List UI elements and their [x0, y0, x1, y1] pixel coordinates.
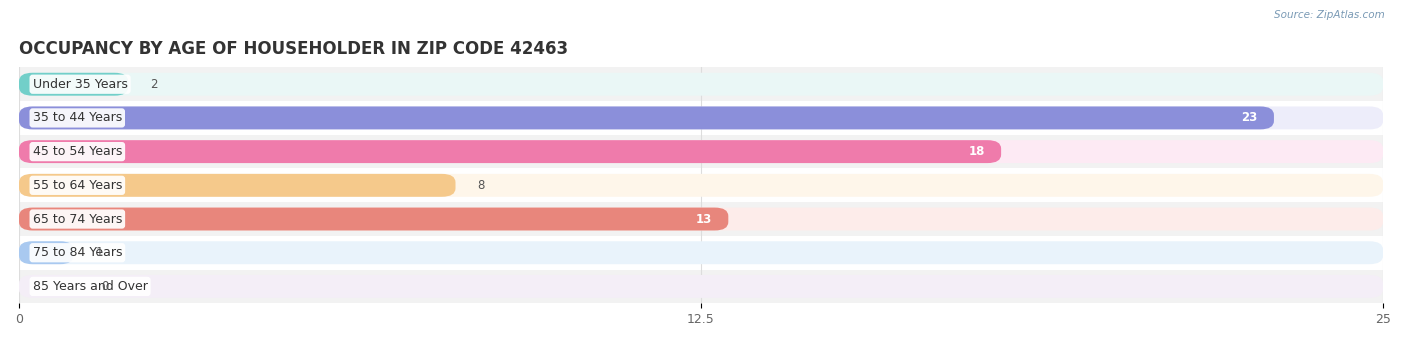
Text: 18: 18 [969, 145, 984, 158]
Text: 75 to 84 Years: 75 to 84 Years [32, 246, 122, 259]
FancyBboxPatch shape [20, 208, 1384, 231]
Text: OCCUPANCY BY AGE OF HOUSEHOLDER IN ZIP CODE 42463: OCCUPANCY BY AGE OF HOUSEHOLDER IN ZIP C… [20, 40, 568, 58]
Text: 0: 0 [101, 280, 108, 293]
Text: 8: 8 [477, 179, 485, 192]
FancyBboxPatch shape [20, 174, 456, 197]
FancyBboxPatch shape [20, 106, 1384, 129]
Text: Source: ZipAtlas.com: Source: ZipAtlas.com [1274, 10, 1385, 20]
FancyBboxPatch shape [20, 270, 1384, 303]
Text: 2: 2 [150, 78, 157, 91]
Text: 13: 13 [696, 212, 711, 225]
Text: Under 35 Years: Under 35 Years [32, 78, 128, 91]
FancyBboxPatch shape [20, 140, 1001, 163]
FancyBboxPatch shape [20, 174, 1384, 197]
Text: 45 to 54 Years: 45 to 54 Years [32, 145, 122, 158]
FancyBboxPatch shape [20, 135, 1384, 168]
Text: 35 to 44 Years: 35 to 44 Years [32, 112, 122, 124]
FancyBboxPatch shape [20, 73, 1384, 96]
FancyBboxPatch shape [20, 208, 728, 231]
FancyBboxPatch shape [20, 202, 1384, 236]
FancyBboxPatch shape [20, 168, 1384, 202]
FancyBboxPatch shape [20, 101, 1384, 135]
FancyBboxPatch shape [20, 241, 73, 264]
FancyBboxPatch shape [20, 106, 1274, 129]
FancyBboxPatch shape [20, 68, 1384, 101]
Text: 65 to 74 Years: 65 to 74 Years [32, 212, 122, 225]
FancyBboxPatch shape [20, 241, 1384, 264]
Text: 55 to 64 Years: 55 to 64 Years [32, 179, 122, 192]
FancyBboxPatch shape [20, 275, 1384, 298]
FancyBboxPatch shape [20, 140, 1384, 163]
Text: 85 Years and Over: 85 Years and Over [32, 280, 148, 293]
FancyBboxPatch shape [20, 236, 1384, 270]
Text: 23: 23 [1241, 112, 1257, 124]
FancyBboxPatch shape [20, 73, 128, 96]
Text: 1: 1 [96, 246, 103, 259]
